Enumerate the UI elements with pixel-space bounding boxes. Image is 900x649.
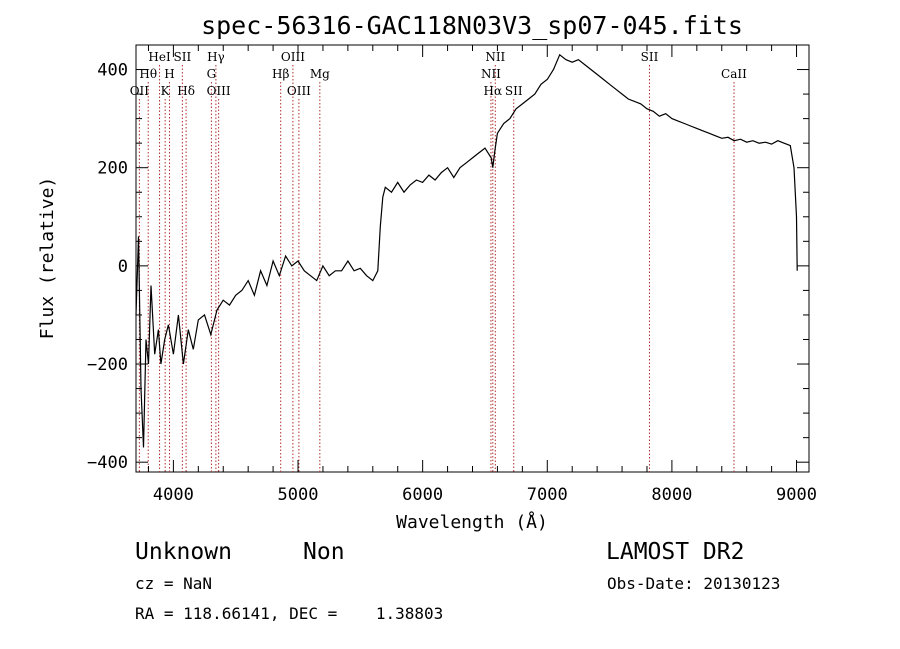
line-label: Hγ [207,50,225,64]
y-tick-label: 200 [97,159,128,179]
line-label: CaII [721,67,747,81]
line-label: K [161,84,171,98]
line-label: Hβ [272,67,289,81]
subclass-label: Non [303,539,345,565]
survey-label: LAMOST DR2 [606,539,744,565]
y-tick-label: 400 [97,61,128,81]
line-label: OIII [287,84,311,98]
line-labels: HθOIIHeIKHSIIHδHγGOIIIOIIIHβOIIIMgNIINII… [130,50,747,98]
line-label: OIII [281,50,305,64]
line-label: NII [485,50,505,64]
obs-date-label: Obs-Date: 20130123 [607,574,780,593]
line-label: OII [130,84,150,98]
coordinates-label: RA = 118.66141, DEC = 1.38803 [135,604,443,623]
y-axis-label: Flux (relative) [37,177,58,340]
line-label: G [207,67,217,81]
line-label: HeI [148,50,171,64]
spectrum-line [135,53,798,448]
line-label: OIII [207,84,231,98]
line-label: SII [641,50,659,64]
x-tick-label: 9000 [776,485,817,505]
line-label: H [164,67,174,81]
chart-title: spec-56316-GAC118N03V3_sp07-045.fits [201,11,743,40]
spectrum-series [135,53,798,448]
x-tick-label: 4000 [153,485,194,505]
y-axis: −400 −200 0 200 400 [87,61,809,473]
line-label: Mg [310,67,330,81]
y-tick-label: −400 [87,453,128,473]
x-tick-label: 8000 [651,485,692,505]
x-tick-label: 6000 [402,485,443,505]
x-tick-label: 7000 [527,485,568,505]
line-label: Hθ [139,67,157,81]
line-label: SII [505,84,523,98]
redshift-label: cz = NaN [135,574,212,593]
line-markers [138,65,735,472]
y-tick-label: 0 [118,257,128,277]
x-axis-label: Wavelength (Å) [396,511,548,533]
line-label: SII [174,50,192,64]
x-tick-label: 5000 [278,485,319,505]
line-label: Hα [484,84,503,98]
line-label: Hδ [177,84,195,98]
x-axis: 4000 5000 6000 7000 8000 9000 [147,45,817,505]
line-label: NII [481,67,501,81]
class-label: Unknown [135,539,232,565]
y-tick-label: −200 [87,355,128,375]
plot-frame [135,44,810,473]
